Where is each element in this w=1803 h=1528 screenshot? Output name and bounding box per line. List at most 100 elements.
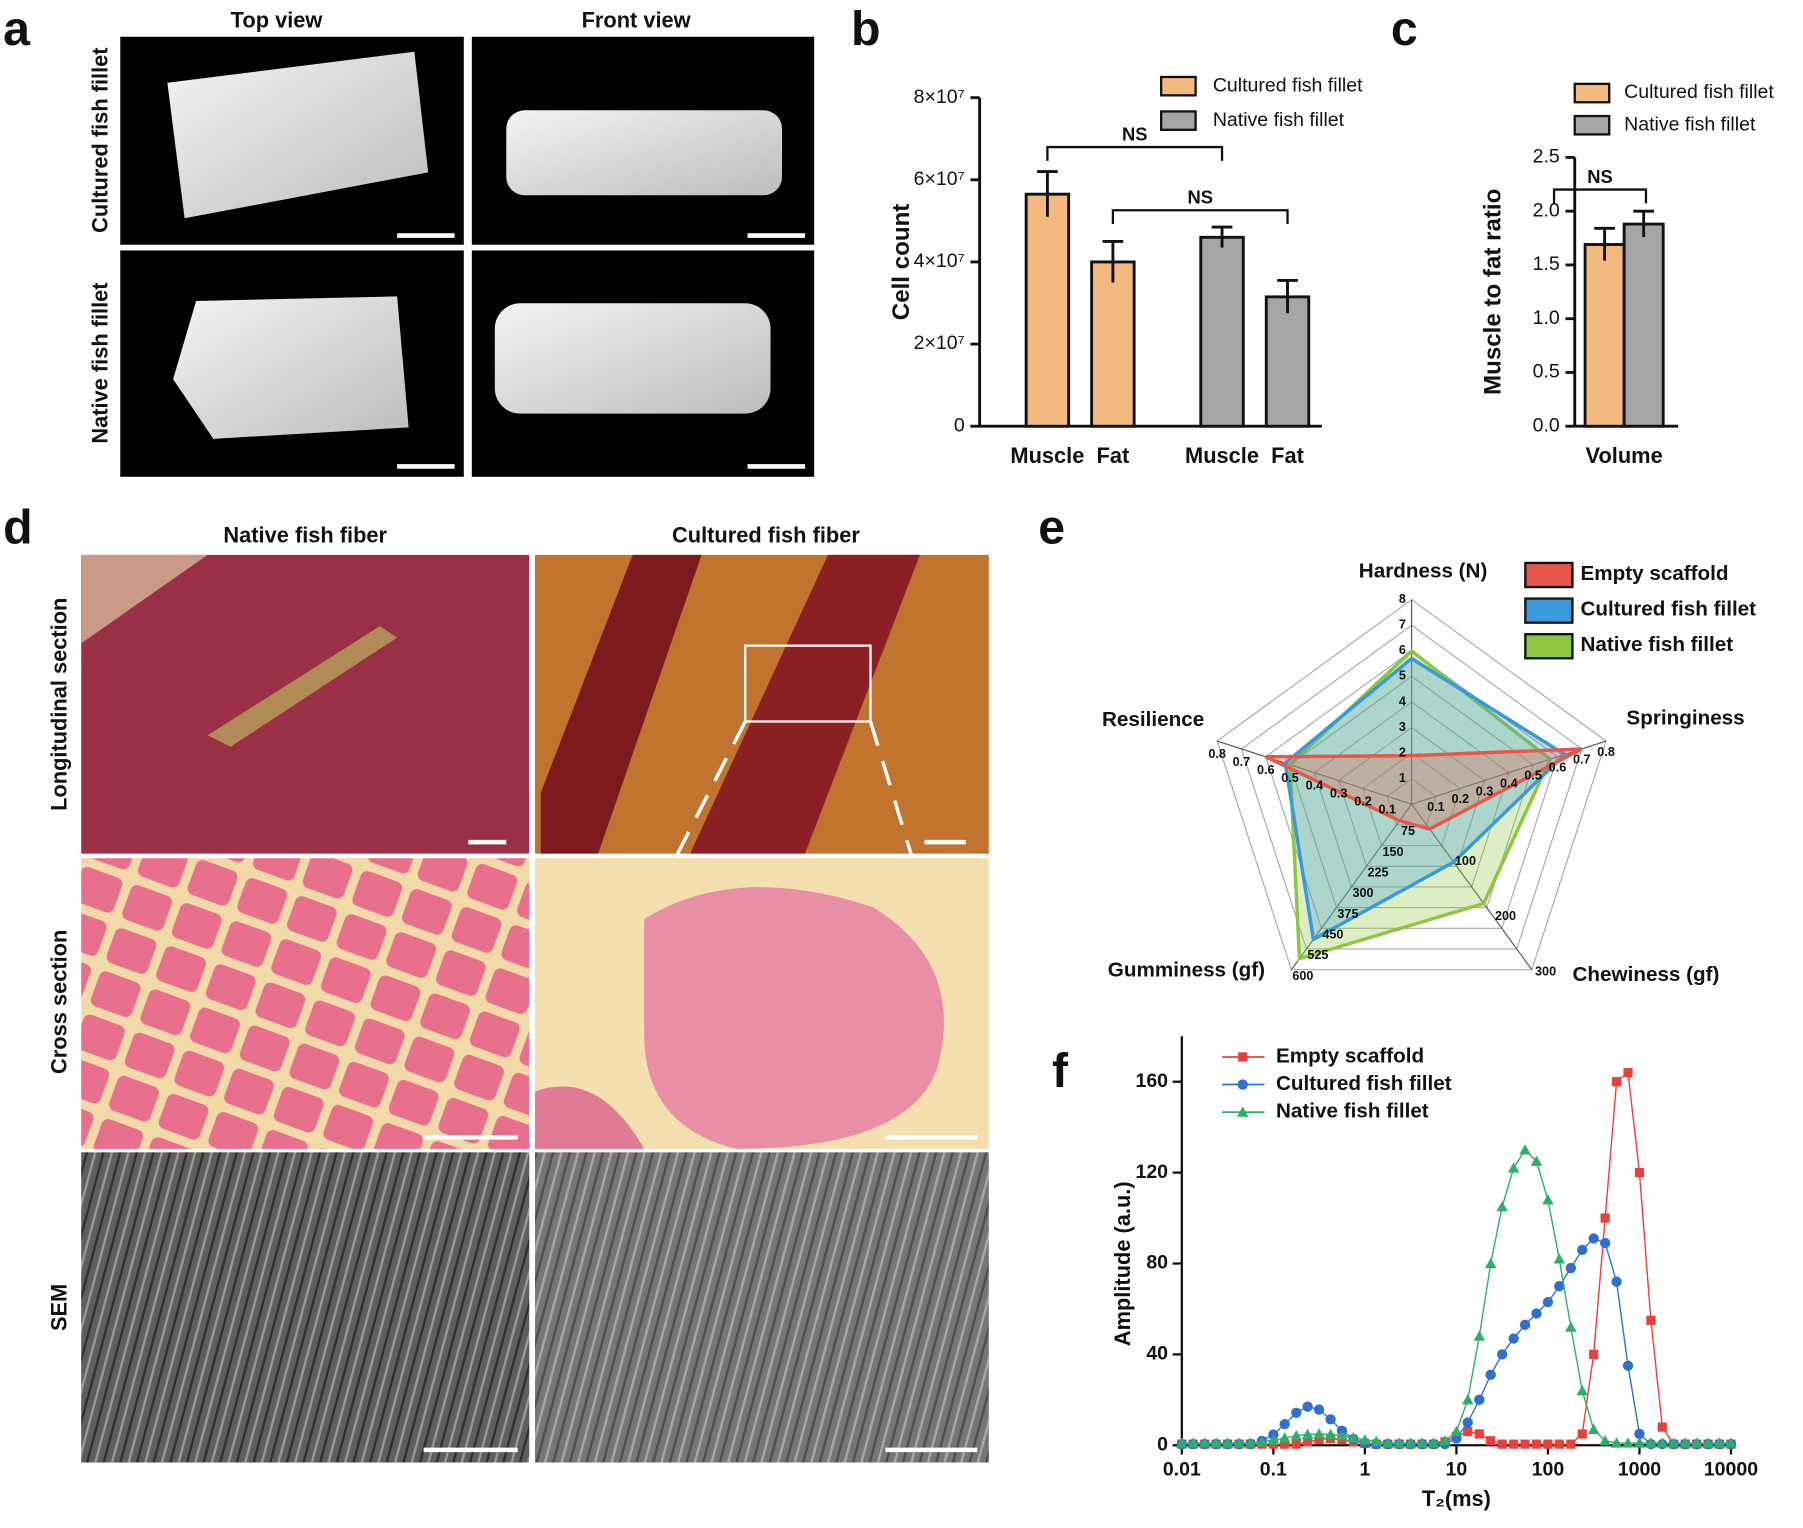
marker	[1519, 1144, 1531, 1155]
grid-line	[1265, 650, 1559, 929]
legend-label: Empty scaffold	[1580, 562, 1728, 585]
series-line	[1181, 1237, 1731, 1445]
micrograph	[535, 1152, 989, 1463]
marker	[1542, 1194, 1554, 1205]
row-title: Longitudinal section	[46, 598, 71, 811]
axis-line	[1216, 740, 1412, 805]
axis-title: Gumminess (gf)	[1108, 958, 1265, 981]
micrograph	[81, 858, 530, 1149]
axis-tick-label: 8	[1399, 592, 1406, 606]
marker	[1233, 1437, 1245, 1448]
marker	[1611, 1276, 1622, 1287]
axis-tick-label: 0.4	[1306, 779, 1324, 793]
marker	[1382, 1437, 1394, 1448]
y-axis-title: Muscle to fat ratio	[1480, 189, 1507, 395]
y-tick-label: 0	[954, 414, 965, 436]
micrograph-grid	[81, 554, 989, 1463]
marker	[1531, 1308, 1542, 1319]
y-tick-label: 1.5	[1533, 253, 1560, 275]
legend-marker	[1237, 1079, 1248, 1090]
marker	[1577, 1244, 1588, 1256]
y-tick-label: 0.0	[1533, 414, 1560, 436]
marker	[1587, 1423, 1600, 1434]
panel-label: e	[1038, 501, 1065, 555]
x-tick-label: Muscle	[1010, 443, 1084, 468]
marker	[1291, 1407, 1302, 1418]
x-tick-label: 100	[1532, 1459, 1565, 1481]
marker	[1577, 1429, 1587, 1439]
axis-tick-label: 0.5	[1281, 771, 1299, 785]
legend-label: Cultured fish fillet	[1213, 74, 1363, 96]
axis-title: Resilience	[1102, 708, 1204, 731]
bar	[1583, 243, 1626, 428]
marker	[1508, 1333, 1519, 1344]
x-tick-label: 10000	[1704, 1459, 1758, 1481]
marker	[1497, 1439, 1507, 1449]
axis-tick-label: 300	[1352, 886, 1373, 900]
micrograph	[81, 1152, 530, 1463]
axis-tick-label: 0.8	[1597, 745, 1615, 759]
axis-tick-label: 1	[1399, 771, 1406, 785]
y-tick-label: 8×10⁷	[914, 86, 965, 108]
legend-marker	[1236, 1106, 1249, 1117]
axis-tick-label: 4	[1399, 694, 1406, 708]
error-bar	[1211, 225, 1233, 248]
marker	[1656, 1437, 1669, 1448]
axis-tick-label: 225	[1367, 865, 1388, 879]
grid-line	[1240, 624, 1583, 950]
marker	[1359, 1434, 1371, 1445]
marker	[1302, 1401, 1313, 1412]
fillet	[167, 51, 429, 219]
marker	[1610, 1437, 1623, 1448]
axis-title: Hardness (N)	[1359, 560, 1488, 583]
marker	[1474, 1429, 1484, 1439]
marker	[1462, 1417, 1473, 1428]
bar	[1264, 295, 1311, 428]
error-bar	[1277, 278, 1298, 314]
legend-label: Cultured fish fillet	[1580, 598, 1756, 621]
marker	[1313, 1404, 1325, 1415]
y-tick-label: 160	[1135, 1070, 1168, 1092]
marker	[1645, 1437, 1657, 1448]
y-tick-label: 2×10⁷	[914, 332, 965, 354]
marker	[1679, 1437, 1691, 1448]
marker	[1199, 1437, 1211, 1448]
fillet	[173, 296, 409, 439]
marker	[1314, 1435, 1324, 1445]
marker	[1599, 1237, 1611, 1249]
marker	[1474, 1394, 1485, 1406]
x-tick-label: Muscle	[1185, 443, 1259, 468]
marker	[1279, 1418, 1290, 1430]
marker	[1176, 1437, 1188, 1448]
x-tick-label: Fat	[1097, 443, 1130, 468]
significance-label: NS	[1187, 187, 1213, 208]
y-tick-label: 0.5	[1533, 361, 1560, 383]
marker	[1599, 1434, 1611, 1446]
axis-tick-label: 0.1	[1427, 800, 1445, 814]
marker	[1313, 1428, 1325, 1439]
column-title: Top view	[231, 8, 324, 33]
grid-line	[1216, 599, 1607, 971]
y-tick-label: 6×10⁷	[914, 168, 965, 190]
series-line	[1181, 1071, 1731, 1445]
marker	[1484, 1257, 1497, 1269]
marker	[1486, 1436, 1496, 1446]
y-tick-label: 40	[1146, 1343, 1168, 1365]
axis-tick-label: 100	[1455, 854, 1476, 868]
axis-tick-label: 0.6	[1549, 761, 1567, 775]
axis-tick-label: 0.4	[1500, 776, 1518, 790]
marker	[1565, 1321, 1577, 1332]
axis-tick-label: 200	[1495, 909, 1516, 923]
marker	[1347, 1432, 1360, 1443]
marker	[1509, 1439, 1519, 1449]
grid-line	[1337, 726, 1486, 867]
x-tick-label: 10	[1446, 1459, 1468, 1481]
bar	[1024, 192, 1071, 428]
legend-swatch	[1159, 110, 1197, 131]
marker	[1280, 1439, 1290, 1449]
y-tick-label: 80	[1146, 1252, 1168, 1274]
axis-tick-label: 150	[1382, 845, 1403, 859]
axis-tick-label: 375	[1337, 907, 1358, 921]
axis-tick-label: 0.3	[1330, 787, 1348, 801]
micrograph	[81, 554, 530, 854]
